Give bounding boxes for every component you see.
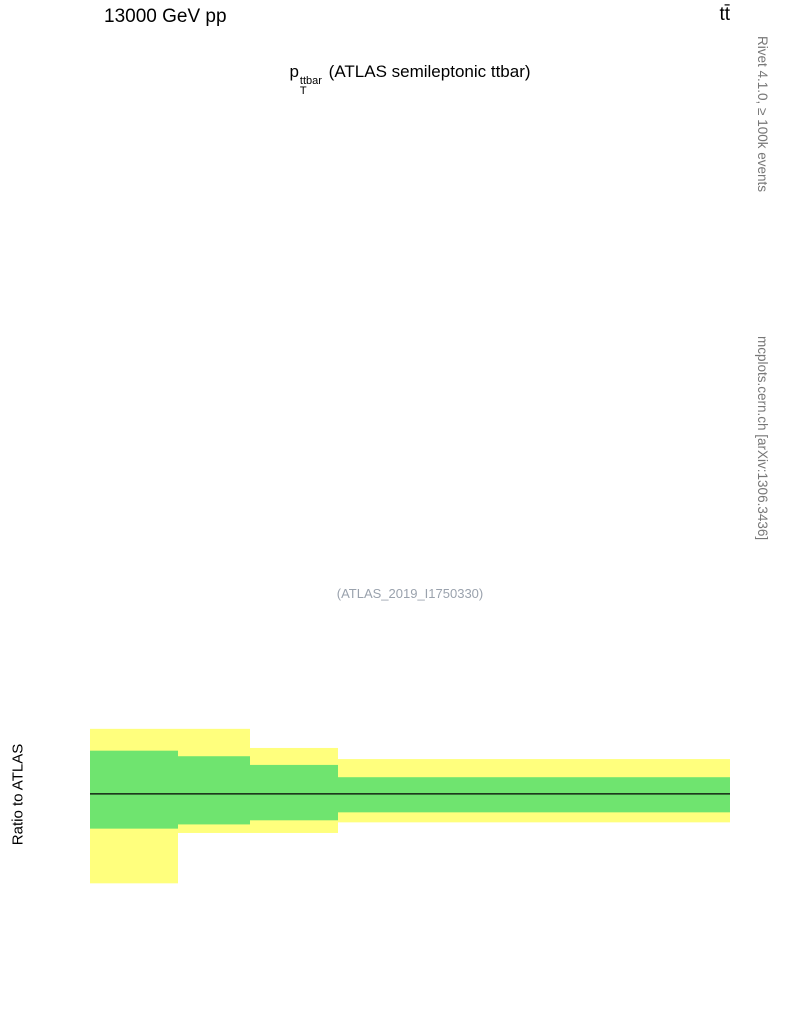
observable-symbol: p bbox=[289, 62, 299, 81]
analysis-id-watermark: (ATLAS_2019_I1750330) bbox=[336, 586, 484, 601]
ratio-axis-label: Ratio to ATLAS bbox=[9, 743, 27, 846]
process-title: tt̄ bbox=[719, 4, 730, 25]
mcplots-reference-note: mcplots.cern.ch [arXiv:1306.3436] bbox=[755, 336, 770, 541]
ratio-uncertainty-bands bbox=[90, 728, 730, 884]
observable-suffix: (ATLAS semileptonic ttbar) bbox=[323, 62, 531, 81]
observable-subsup: ttbar T bbox=[299, 75, 322, 97]
observable-title: p ttbar T (ATLAS semileptonic ttbar) bbox=[90, 62, 730, 97]
beam-energy-title: 13000 GeV pp bbox=[104, 6, 227, 27]
observable-subscript: T bbox=[299, 85, 307, 97]
observable-superscript: ttbar bbox=[299, 75, 322, 87]
rivet-version-note: Rivet 4.1.0, ≥ 100k events bbox=[755, 36, 770, 192]
